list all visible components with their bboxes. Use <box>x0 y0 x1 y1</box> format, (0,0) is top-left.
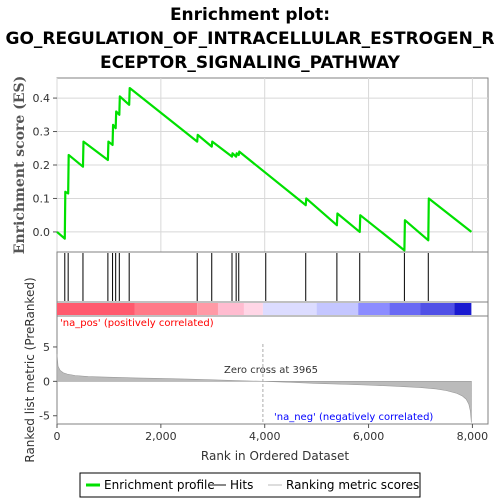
x-tick-label: 0 <box>54 430 61 443</box>
x-tick-label: 8,000 <box>457 430 489 443</box>
zero-cross-label: Zero cross at 3965 <box>224 365 318 376</box>
color-bar-segment <box>197 303 218 315</box>
legend-enrichment-label: Enrichment profile <box>104 478 215 492</box>
color-bar-segment <box>57 303 135 315</box>
metric-y-tick-label: 0 <box>43 375 50 388</box>
es-gridlines <box>56 78 488 252</box>
color-bar-segment <box>389 303 421 315</box>
hits-panel-frame <box>56 251 489 303</box>
metric-panel-frame <box>56 315 489 425</box>
plot-title-line-2: GO_REGULATION_OF_INTRACELLULAR_ESTROGEN_… <box>5 29 494 49</box>
legend-metric-label: Ranking metric scores <box>286 478 419 492</box>
hits-layer <box>64 253 429 301</box>
x-tick-label: 4,000 <box>249 430 281 443</box>
hits-panel <box>56 251 489 303</box>
x-axis: 0 2,000 4,000 6,000 8,000 <box>54 424 489 443</box>
legend-frame <box>79 472 421 498</box>
metric-y-tick-label: 5 <box>43 341 50 354</box>
color-bar-segment <box>217 303 244 315</box>
enrichment-score-panel: 0.0 0.1 0.2 0.3 0.4 Enrichment score (ES) <box>12 76 489 254</box>
es-y-ticks: 0.0 0.1 0.2 0.3 0.4 <box>33 92 57 239</box>
plot-title-line-3: ECEPTOR_SIGNALING_PATHWAY <box>100 53 401 73</box>
color-bar-segment <box>420 303 455 315</box>
color-bar-segment <box>262 303 317 315</box>
legend-hits-label: Hits <box>230 478 253 492</box>
es-y-tick-label: 0.4 <box>33 92 51 105</box>
es-y-tick-label: 0.2 <box>33 159 51 172</box>
rank-color-bar <box>56 301 489 317</box>
x-tick-label: 6,000 <box>353 430 385 443</box>
es-y-tick-label: 0.3 <box>33 126 51 139</box>
metric-y-tick-label: -5 <box>39 410 50 423</box>
color-bar-segments <box>57 303 472 315</box>
plot-title-line-1: Enrichment plot: <box>170 5 330 25</box>
color-bar-segment <box>316 303 359 315</box>
es-y-tick-label: 0.1 <box>33 192 51 205</box>
ranked-metric-panel: -5 0 5 'na_pos' (positively correlated) Ze… <box>23 277 489 463</box>
negative-correlation-label: 'na_neg' (negatively correlated) <box>274 412 433 423</box>
color-bar-segment <box>243 303 263 315</box>
metric-area-layer <box>56 344 472 424</box>
enrichment-profile-line <box>56 86 473 252</box>
positive-correlation-label: 'na_pos' (positively correlated) <box>60 318 214 329</box>
es-y-axis-title: Enrichment score (ES) <box>12 76 28 254</box>
color-bar-segment <box>454 303 472 315</box>
color-bar-segment <box>358 303 390 315</box>
metric-y-ticks: -5 0 5 <box>39 341 57 423</box>
es-y-tick-label: 0.0 <box>33 226 51 239</box>
metric-y-axis-title: Ranked list metric (PreRanked) <box>23 277 37 462</box>
x-axis-title: Rank in Ordered Dataset <box>201 449 349 463</box>
es-line-layer <box>56 86 473 252</box>
legend: Enrichment profile Hits Ranking metric s… <box>79 472 421 498</box>
x-tick-label: 2,000 <box>145 430 177 443</box>
ranked-metric-area <box>56 353 472 423</box>
color-bar-segment <box>134 303 198 315</box>
